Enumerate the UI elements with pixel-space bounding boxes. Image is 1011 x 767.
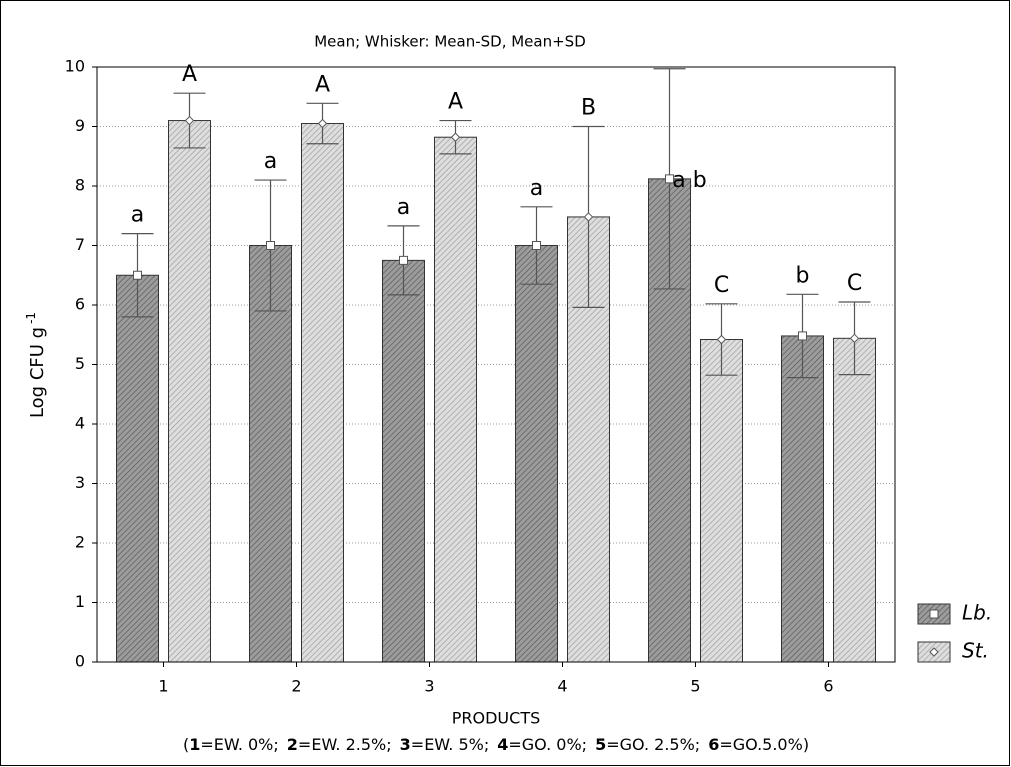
mean-marker <box>583 212 594 222</box>
y-tick-label: 9 <box>75 116 85 135</box>
significance-letter: a <box>397 195 410 220</box>
significance-letter: a <box>264 149 277 174</box>
note-text: =GO.5.0% <box>719 735 802 754</box>
bar <box>116 274 159 663</box>
significance-letter: C <box>714 273 729 298</box>
legend-marker <box>929 647 939 657</box>
note-text: =EW. 2.5%; <box>298 735 392 754</box>
x-tick-label: 6 <box>823 677 833 696</box>
mean-marker <box>317 118 328 129</box>
x-axis-note: (1=EW. 0%; 2=EW. 2.5%; 3=EW. 5%; 4=GO. 0%; 5… <box>183 735 809 754</box>
note-open: ( <box>183 735 189 754</box>
note-text: =EW. 0%; <box>200 735 278 754</box>
bar <box>249 245 292 663</box>
legend-marker <box>929 609 939 619</box>
bar <box>382 259 425 663</box>
y-tick-label: 3 <box>75 473 85 492</box>
significance-letter: a <box>530 176 543 201</box>
y-tick-label: 2 <box>75 533 85 552</box>
bar <box>301 123 344 663</box>
note-key: 3 <box>400 735 411 754</box>
significance-letter: C <box>847 271 862 296</box>
mean-marker <box>665 174 674 184</box>
y-tick-label: 6 <box>75 295 85 314</box>
bar <box>700 339 743 663</box>
mean-marker <box>532 241 541 250</box>
bar <box>434 136 477 663</box>
x-tick-label: 1 <box>158 677 168 696</box>
note-key: 2 <box>287 735 298 754</box>
significance-letter: A <box>448 90 463 115</box>
note-key: 5 <box>595 735 606 754</box>
significance-letter: a b <box>672 168 706 193</box>
mean-marker <box>184 115 195 126</box>
bar <box>515 245 558 663</box>
y-label-text: Log CFU g <box>27 327 48 418</box>
y-tick-label: 0 <box>75 652 85 671</box>
bar <box>781 335 824 663</box>
y-tick-label: 5 <box>75 354 85 373</box>
mean-marker <box>266 241 275 250</box>
note-text: =GO. 0%; <box>508 735 587 754</box>
mean-marker <box>133 270 142 280</box>
mean-marker <box>849 333 860 344</box>
mean-marker <box>716 334 727 345</box>
note-text: =GO. 2.5%; <box>606 735 700 754</box>
mean-marker <box>450 132 461 142</box>
mean-marker <box>798 331 807 341</box>
note-key: 6 <box>708 735 719 754</box>
y-tick-label: 7 <box>75 235 85 254</box>
y-tick-label: 8 <box>75 176 85 195</box>
significance-letter: a <box>131 203 144 228</box>
mean-marker <box>399 255 408 265</box>
x-tick-label: 4 <box>557 677 567 696</box>
note-key: 1 <box>189 735 200 754</box>
x-tick-label: 3 <box>424 677 434 696</box>
legend-label: St. <box>962 639 989 663</box>
legend-label: Lb. <box>962 601 992 625</box>
x-tick-label: 5 <box>690 677 700 696</box>
y-axis-label: Log CFU g -1 <box>24 312 49 418</box>
x-tick-label: 2 <box>291 677 301 696</box>
y-tick-label: 1 <box>75 592 85 611</box>
significance-letter: B <box>581 96 596 121</box>
y-label-sup: -1 <box>24 312 38 324</box>
y-tick-label: 10 <box>65 57 85 76</box>
y-tick-label: 4 <box>75 414 85 433</box>
bar <box>833 337 876 663</box>
significance-letter: A <box>182 62 197 87</box>
significance-letter: A <box>315 72 330 97</box>
x-axis-label: PRODUCTS <box>452 709 541 728</box>
significance-letter: b <box>796 263 810 288</box>
chart-title: Mean; Whisker: Mean-SD, Mean+SD <box>314 33 586 51</box>
plot-border <box>96 66 896 663</box>
note-key: 4 <box>497 735 508 754</box>
bar <box>168 120 211 663</box>
note-text: =EW. 5%; <box>411 735 489 754</box>
note-close: ) <box>803 735 809 754</box>
